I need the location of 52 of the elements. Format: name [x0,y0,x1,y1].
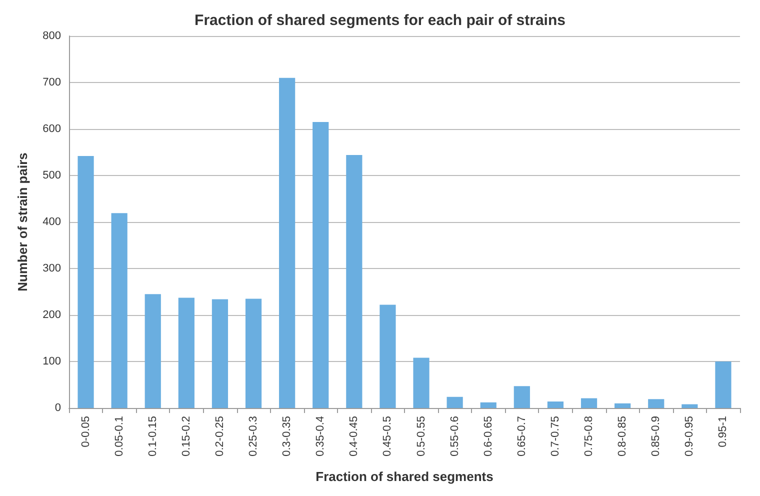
bar [380,304,396,408]
y-tick-label: 800 [42,30,61,42]
bar [413,358,430,408]
x-tick-label: 0.5-0.55 [415,416,428,456]
y-tick-label: 300 [42,262,61,274]
x-tick-label: 0.25-0.3 [248,416,260,456]
x-tick-label: 0.75-0.8 [583,416,596,456]
x-axis-title: Fraction of shared segments [316,469,494,484]
x-tick-label: 0.4-0.45 [348,416,360,456]
y-tick-label: 100 [42,356,61,368]
x-tick-label: 0.15-0.2 [180,416,192,456]
x-tick-label: 0.1-0.15 [146,416,159,456]
x-tick-label: 0-0.05 [80,416,92,448]
x-tick-label: 0.3-0.35 [281,416,294,456]
bar [614,403,631,408]
bar [682,404,698,408]
x-tick-label: 0.65-0.7 [516,416,528,456]
x-tick-label: 0.2-0.25 [214,416,226,456]
bar [212,299,228,408]
x-tick-label: 0.95-1 [717,416,730,448]
y-tick-label: 0 [54,402,61,414]
bar [245,298,262,408]
bar [547,401,564,408]
x-tick-label: 0.55-0.6 [448,416,461,456]
x-tick-label: 0.6-0.65 [482,416,494,456]
bar [446,396,463,408]
bar [480,402,496,408]
y-tick-label: 200 [42,309,61,321]
x-tick-label: 0.45-0.5 [382,416,394,456]
x-tick-label: 0.85-0.9 [650,416,662,456]
x-tick-label: 0.9-0.95 [684,416,696,456]
bar [111,213,128,408]
bar [78,156,94,408]
x-tick-label: 0.05-0.1 [113,416,126,456]
chart-title: Fraction of shared segments for each pair of strains [194,12,566,29]
y-tick-label: 600 [42,123,61,135]
bar [580,398,598,408]
bar [312,122,329,408]
bar [715,362,732,408]
x-tick-label: 0.8-0.85 [616,416,629,456]
y-axis-title: Number of strain pairs [15,152,30,292]
x-tick-label: 0.7-0.75 [549,416,562,456]
bar [144,294,161,408]
y-tick-label: 400 [42,216,61,228]
bar [279,78,296,408]
bar [648,399,664,408]
bar [514,386,530,408]
y-tick-label: 700 [42,76,61,88]
x-tick-label: 0.35-0.4 [314,416,327,456]
y-tick-label: 500 [42,170,61,182]
bar [346,155,362,408]
bar [178,298,194,408]
